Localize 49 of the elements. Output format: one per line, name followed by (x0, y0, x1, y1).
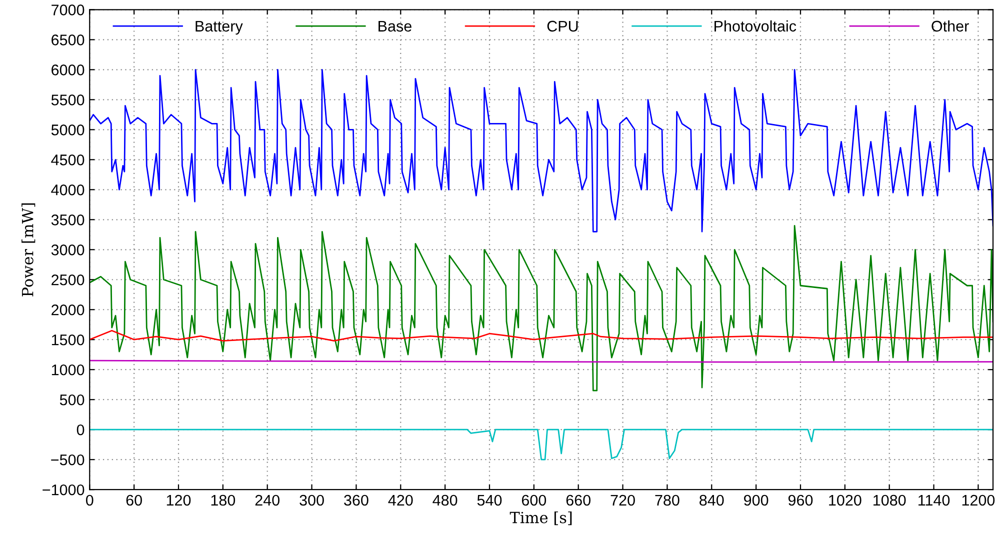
x-tick-label: 540 (477, 494, 502, 506)
x-tick-label: 960 (788, 494, 813, 506)
line-series (90, 330, 994, 342)
x-tick-label: 300 (300, 494, 324, 506)
x-tick-label: 720 (610, 494, 635, 506)
y-tick-label: 6500 (52, 34, 84, 46)
x-tick-label: 60 (126, 494, 142, 506)
x-tick-label: 1140 (918, 494, 950, 506)
y-tick-label: 4500 (51, 154, 84, 166)
x-axis-title: Time [s] (510, 511, 572, 526)
y-tick-label: 0 (76, 424, 84, 436)
line-series (90, 428, 994, 460)
line-series (90, 224, 994, 392)
x-tick-label: 660 (566, 494, 590, 506)
x-tick-label: 180 (211, 494, 236, 506)
x-tick-label: 1200 (962, 494, 995, 506)
line-series (90, 68, 994, 232)
legend-label: Photovoltaic (714, 20, 796, 32)
x-tick-label: 1020 (829, 494, 862, 506)
y-tick-label: 6000 (52, 64, 84, 76)
x-tick-label: 1080 (874, 494, 906, 506)
x-tick-label: 0 (86, 494, 94, 506)
y-tick-label: −1000 (42, 484, 84, 496)
x-tick-label: 360 (344, 494, 368, 506)
x-tick-label: 600 (522, 494, 546, 506)
y-tick-label: 5000 (51, 124, 84, 136)
x-tick-label: 780 (655, 494, 680, 506)
y-tick-label: 3000 (51, 244, 84, 256)
y-tick-label: −500 (51, 454, 84, 466)
y-tick-label: 7000 (52, 4, 84, 16)
y-tick-label: 2000 (52, 304, 84, 316)
x-tick-label: 900 (744, 494, 768, 506)
y-tick-label: 500 (60, 394, 84, 406)
legend-label: Base (378, 20, 412, 32)
legend-label: Battery (196, 20, 243, 35)
x-tick-label: 420 (388, 494, 413, 506)
x-tick-label: 120 (166, 494, 191, 506)
x-tick-label: 840 (700, 494, 724, 506)
y-tick-label: 1000 (52, 364, 84, 376)
x-tick-label: 240 (255, 494, 280, 506)
legend-label: Other (932, 20, 969, 32)
y-tick-label: 1500 (52, 334, 84, 346)
y-tick-label: 3500 (51, 214, 84, 226)
y-tick-label: 4000 (51, 184, 84, 196)
x-tick-label: 480 (432, 494, 458, 506)
legend-label: CPU (547, 20, 578, 32)
y-tick-label: 2500 (52, 274, 84, 286)
y-tick-label: 5500 (51, 94, 84, 106)
y-axis-title: Power [mW] (22, 203, 36, 296)
